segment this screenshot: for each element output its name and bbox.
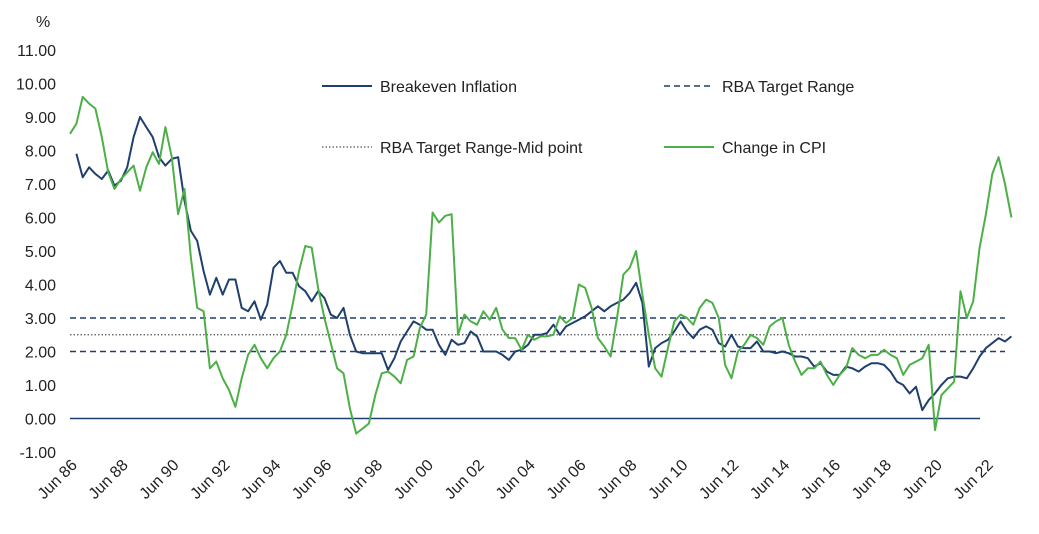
x-tick-label: Jun 92 <box>187 457 233 503</box>
series-line-change-in-cpi <box>69 95 1013 435</box>
legend-label-rba-target-range-midpoint: RBA Target Range-Mid point <box>380 140 583 157</box>
x-tick-label: Jun 96 <box>289 457 335 503</box>
x-tick-label: Jun 90 <box>137 457 183 503</box>
x-tick-label: Jun 18 <box>849 457 895 503</box>
x-tick-label: Jun 94 <box>238 457 284 503</box>
legend-item-rba-target-range: RBA Target Range <box>664 79 854 96</box>
x-tick-label: Jun 12 <box>696 457 742 503</box>
x-tick-label: Jun 88 <box>86 457 132 503</box>
y-tick-label: -1.00 <box>20 445 57 462</box>
x-tick-label: Jun 08 <box>595 457 641 503</box>
x-tick-label: Jun 00 <box>391 457 437 503</box>
y-axis-ticks: 11.00 10.00 9.00 8.00 7.00 6.00 5.00 4.00 3.00 2.… <box>16 43 56 462</box>
x-tick-label: Jun 22 <box>951 457 997 503</box>
series-layer <box>69 95 1013 435</box>
y-tick-label: 6.00 <box>25 211 56 228</box>
y-tick-label: 0.00 <box>25 412 56 429</box>
x-tick-label: Jun 86 <box>35 457 81 503</box>
y-tick-label: 7.00 <box>25 177 56 194</box>
legend-label-change-in-cpi: Change in CPI <box>722 140 826 157</box>
y-tick-label: 9.00 <box>25 110 56 127</box>
series-line-breakeven-inflation <box>75 116 1013 412</box>
y-tick-label: 3.00 <box>25 311 56 328</box>
x-tick-label: Jun 02 <box>442 457 488 503</box>
legend-label-breakeven-inflation: Breakeven Inflation <box>380 79 517 96</box>
x-tick-label: Jun 20 <box>900 457 946 503</box>
y-tick-label: 5.00 <box>25 244 56 261</box>
legend: Breakeven Inflation RBA Target Range RBA… <box>322 79 854 157</box>
y-tick-label: 10.00 <box>16 77 56 94</box>
y-tick-label: 11.00 <box>17 43 56 60</box>
x-tick-label: Jun 14 <box>747 457 793 503</box>
y-tick-label: 1.00 <box>25 378 56 395</box>
y-tick-label: 4.00 <box>25 278 56 295</box>
x-tick-label: Jun 98 <box>340 457 386 503</box>
legend-item-rba-target-range-midpoint: RBA Target Range-Mid point <box>322 140 583 157</box>
y-axis-unit-label: % <box>36 14 50 31</box>
x-tick-label: Jun 04 <box>493 457 539 503</box>
y-tick-label: 8.00 <box>25 144 56 161</box>
x-tick-label: Jun 06 <box>544 457 590 503</box>
x-tick-label: Jun 10 <box>645 457 691 503</box>
legend-label-rba-target-range: RBA Target Range <box>722 79 854 96</box>
legend-item-change-in-cpi: Change in CPI <box>664 140 826 157</box>
x-tick-label: Jun 16 <box>798 457 844 503</box>
legend-item-breakeven-inflation: Breakeven Inflation <box>322 79 517 96</box>
x-axis-ticks: Jun 86 Jun 88 Jun 90 Jun 92 Jun 94 Jun 96 Jun … <box>35 457 997 503</box>
reference-lines <box>70 317 1005 353</box>
y-tick-label: 2.00 <box>25 345 56 362</box>
